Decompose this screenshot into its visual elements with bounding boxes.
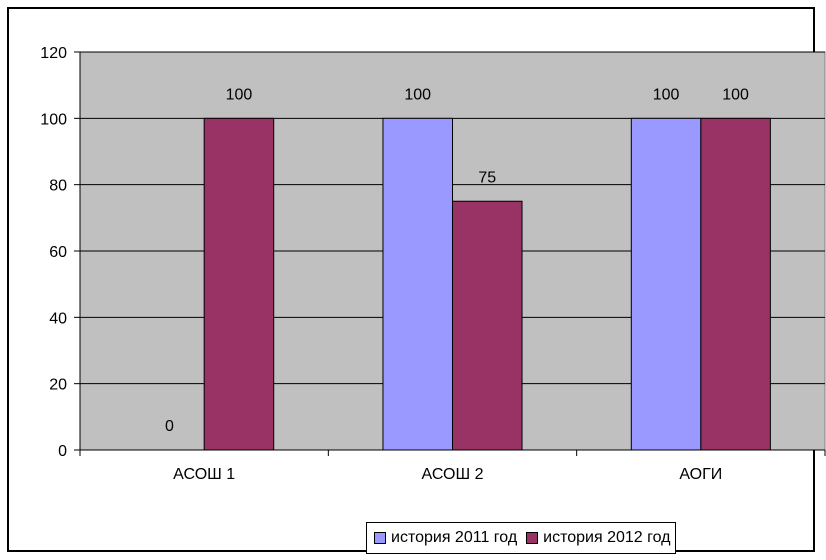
y-tick-label: 120 — [40, 45, 67, 62]
data-label: 100 — [722, 86, 749, 103]
y-tick-label: 40 — [49, 310, 67, 327]
legend-label-2011: история 2011 год — [391, 529, 518, 546]
x-tick-label: АСОШ 2 — [422, 466, 484, 483]
legend-item-2011: история 2011 год — [371, 529, 517, 547]
bar — [203, 117, 275, 451]
legend: история 2011 год история 2012 год — [366, 522, 676, 554]
legend-label-2012: история 2012 год — [543, 529, 671, 546]
legend-item-2012: история 2012 год — [523, 529, 671, 547]
y-tick-label: 80 — [49, 178, 67, 195]
data-label: 100 — [404, 86, 431, 103]
legend-swatch-2012 — [526, 532, 539, 544]
y-tick-label: 100 — [40, 111, 67, 128]
y-tick-label: 20 — [49, 377, 67, 394]
bar — [452, 200, 523, 451]
y-tick-label: 0 — [58, 443, 67, 460]
data-labels: 0 100 100 75 100 100 — [165, 86, 749, 435]
bar — [700, 117, 771, 451]
data-label: 75 — [478, 169, 496, 186]
x-tick-label: АСОШ 1 — [173, 466, 235, 483]
bar-chart: 0 20 40 60 80 100 120 АСОШ 1 АСОШ 2 АОГИ 0 100 100… — [40, 45, 826, 483]
x-tick-label: АОГИ — [679, 466, 722, 483]
bars — [203, 117, 771, 451]
data-label: 100 — [226, 86, 253, 103]
data-label: 0 — [165, 418, 174, 435]
bar — [630, 117, 702, 451]
y-tick-label: 60 — [49, 244, 67, 261]
bar — [382, 117, 454, 451]
x-axis: АСОШ 1 АСОШ 2 АОГИ — [79, 449, 826, 483]
y-axis: 0 20 40 60 80 100 120 — [40, 45, 81, 460]
data-label: 100 — [653, 86, 680, 103]
legend-swatch-2011 — [374, 532, 386, 544]
